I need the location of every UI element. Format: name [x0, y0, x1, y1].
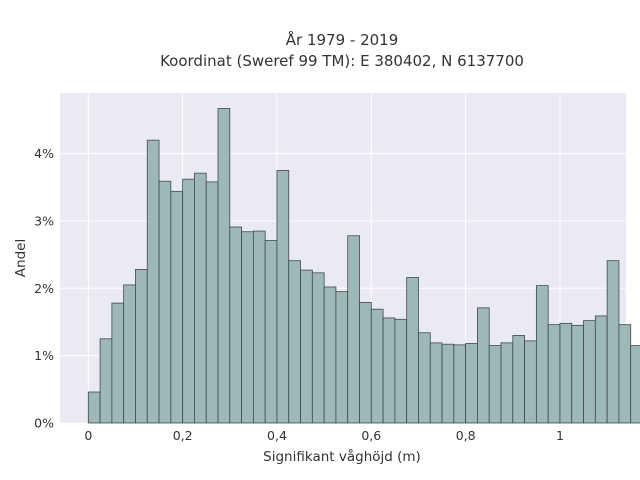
chart-subtitle: Koordinat (Sweref 99 TM): E 380402, N 61… [160, 52, 524, 70]
histogram-bar [276, 170, 290, 424]
y-tick-label: 1% [34, 348, 54, 363]
histogram-bar [559, 322, 573, 424]
histogram-bar [418, 332, 431, 424]
x-tick-label: 0,8 [456, 428, 476, 443]
histogram-bar [465, 343, 478, 424]
x-tick-label: 0,2 [173, 428, 193, 443]
y-tick-label: 0% [34, 416, 54, 431]
histogram-bar [382, 317, 396, 424]
histogram-bar [205, 181, 219, 424]
y-tick-label: 3% [34, 213, 54, 228]
x-tick-label: 0,6 [361, 428, 381, 443]
histogram-bar [571, 324, 584, 424]
y-tick-label: 2% [34, 281, 54, 296]
histogram-bar [288, 260, 301, 424]
histogram-bar [158, 180, 172, 424]
histogram-bar [194, 172, 207, 424]
histogram-bar [406, 277, 419, 424]
histogram-bar [241, 231, 254, 424]
histogram-bar [394, 318, 408, 424]
x-tick-label: 1 [556, 428, 564, 443]
histogram-bar [370, 308, 384, 424]
chart-title: År 1979 - 2019 [286, 30, 399, 49]
histogram-bar [477, 307, 490, 424]
histogram-bar [87, 391, 101, 424]
histogram-bar [535, 285, 549, 424]
histogram-bar [217, 108, 231, 424]
y-tick-label: 4% [34, 146, 54, 161]
histogram-bar [323, 286, 337, 424]
tick-labels: 0 0,2 0,4 0,6 0,8 1 0% 1% 2% 3% 4% [34, 146, 564, 443]
x-axis-title: Signifikant våghöjd (m) [263, 448, 421, 465]
y-axis-title: Andel [13, 239, 29, 277]
bars [87, 108, 640, 424]
histogram-bar [606, 260, 620, 424]
histogram-bar [630, 345, 640, 424]
histogram-bar [500, 342, 514, 424]
histogram-bar [135, 269, 148, 424]
histogram-bar [264, 240, 278, 424]
histogram-bar [182, 178, 195, 424]
histogram-bar [359, 302, 372, 424]
histogram-bar [594, 315, 608, 424]
histogram-bar [547, 324, 561, 424]
histogram-bar [453, 344, 467, 424]
histogram-bar [99, 338, 113, 424]
histogram-bar [229, 226, 242, 424]
histogram-bar [512, 335, 525, 424]
histogram-bar [146, 139, 160, 424]
histogram-bar [111, 302, 125, 424]
histogram-bar [583, 320, 596, 424]
histogram-bar [170, 190, 184, 424]
histogram-bar [429, 342, 443, 424]
histogram-bar [252, 230, 266, 424]
histogram-bar [123, 284, 136, 424]
histogram-bar [347, 235, 360, 424]
histogram-bar [618, 324, 632, 424]
histogram-bar [524, 340, 537, 424]
x-tick-label: 0,4 [267, 428, 287, 443]
histogram-bar [488, 345, 502, 424]
histogram-bar [300, 269, 313, 424]
histogram-bar [441, 343, 455, 424]
histogram-bar [311, 272, 325, 424]
x-tick-label: 0 [84, 428, 92, 443]
histogram-bar [335, 291, 349, 424]
